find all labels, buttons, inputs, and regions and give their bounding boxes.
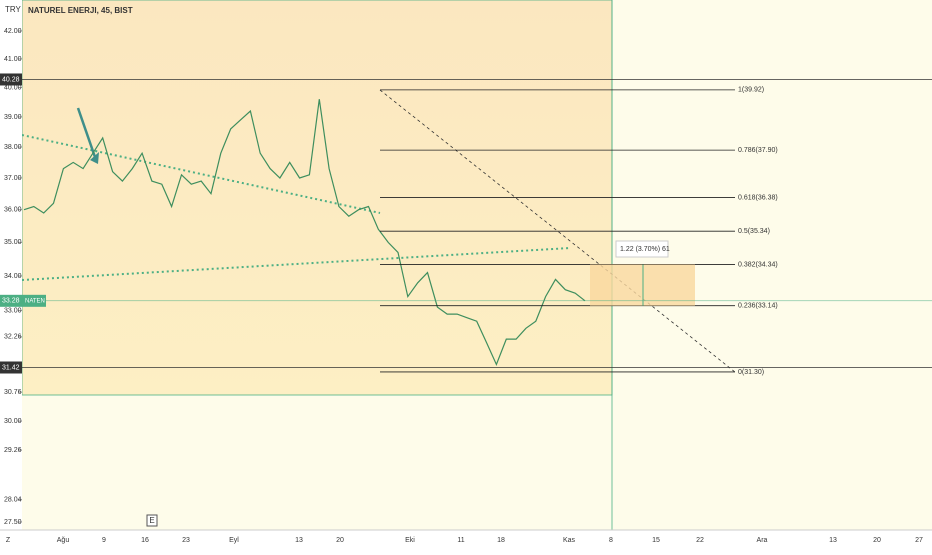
- x-tick-label: Ara: [757, 537, 768, 544]
- trend-line: [21, 134, 381, 214]
- fib-label: 0(31.30): [738, 369, 764, 376]
- y-tick-label: 32.26: [4, 334, 22, 341]
- x-tick-label: 23: [182, 537, 190, 544]
- x-tick-label: 20: [873, 537, 881, 544]
- fib-label: 0.618(36.38): [738, 194, 778, 201]
- x-tick-label: Kas: [563, 537, 576, 544]
- x-tick-label: 8: [609, 537, 613, 544]
- fib-label: 0.382(34.34): [738, 261, 778, 268]
- y-tick-label: 37.00: [4, 175, 22, 182]
- y-tick-label: 30.76: [4, 389, 22, 396]
- x-tick-label: 13: [295, 537, 303, 544]
- y-tick-label: 29.26: [4, 447, 22, 454]
- x-tick-label: 22: [696, 537, 704, 544]
- price-tag-label: 40.28: [2, 76, 20, 83]
- x-tick-label: 20: [336, 537, 344, 544]
- y-tick-label: 40.00: [4, 84, 22, 91]
- measure-tag: [615, 240, 669, 258]
- x-tick-label: 18: [497, 537, 505, 544]
- x-tick-label: 27: [915, 537, 923, 544]
- y-tick-label: 27.50: [4, 519, 22, 526]
- price-tag: [0, 361, 22, 374]
- x-tick-label: 13: [829, 537, 837, 544]
- x-tick-label: 16: [141, 537, 149, 544]
- y-tick-label: 33.00: [4, 307, 22, 314]
- y-tick-label: 39.00: [4, 114, 22, 121]
- y-tick-label: 38.00: [4, 144, 22, 151]
- y-tick-label: 28.04: [4, 496, 22, 503]
- y-tick-label: 41.00: [4, 56, 22, 63]
- fib-label: 0.786(37.90): [738, 147, 778, 154]
- currency: TRY: [5, 5, 22, 14]
- symbol-label: NATEN: [25, 298, 45, 304]
- x-tick-label: Eki: [405, 537, 415, 544]
- y-tick-label: 34.00: [4, 273, 22, 280]
- symbol-tag: [22, 294, 46, 307]
- price-tag-label: 33.28: [2, 298, 20, 305]
- price-tag: [0, 294, 22, 307]
- arrow-head: [90, 152, 99, 164]
- price-tag-label: 31.42: [2, 364, 20, 371]
- measure-label: 1.22 (3.70%) 61: [620, 246, 670, 253]
- x-tick-label: 15: [652, 537, 660, 544]
- trend-line: [21, 247, 571, 281]
- price-axis: [0, 0, 22, 530]
- fib-label: 0.5(35.34): [738, 228, 770, 235]
- x-tick-label: 9: [102, 537, 106, 544]
- x-tick-label: Eyl: [229, 537, 239, 544]
- event-box: [146, 514, 158, 527]
- time-axis: [0, 530, 932, 550]
- fib-label: 0.236(33.14): [738, 303, 778, 310]
- title: NATUREL ENERJI, 45, BIST: [28, 6, 133, 15]
- event-label: E: [149, 516, 154, 525]
- y-tick-label: 30.00: [4, 418, 22, 425]
- y-tick-label: 36.00: [4, 207, 22, 214]
- y-tick-label: 35.00: [4, 239, 22, 246]
- arrow: [76, 107, 98, 161]
- y-tick-label: 42.00: [4, 28, 22, 35]
- price-tag: [0, 73, 22, 86]
- x-tick-label: 11: [457, 537, 464, 544]
- price-line: [23, 99, 586, 367]
- x-tick-label: Z: [6, 537, 11, 544]
- fib-label: 1(39.92): [738, 87, 764, 94]
- x-tick-label: Ağu: [57, 537, 70, 544]
